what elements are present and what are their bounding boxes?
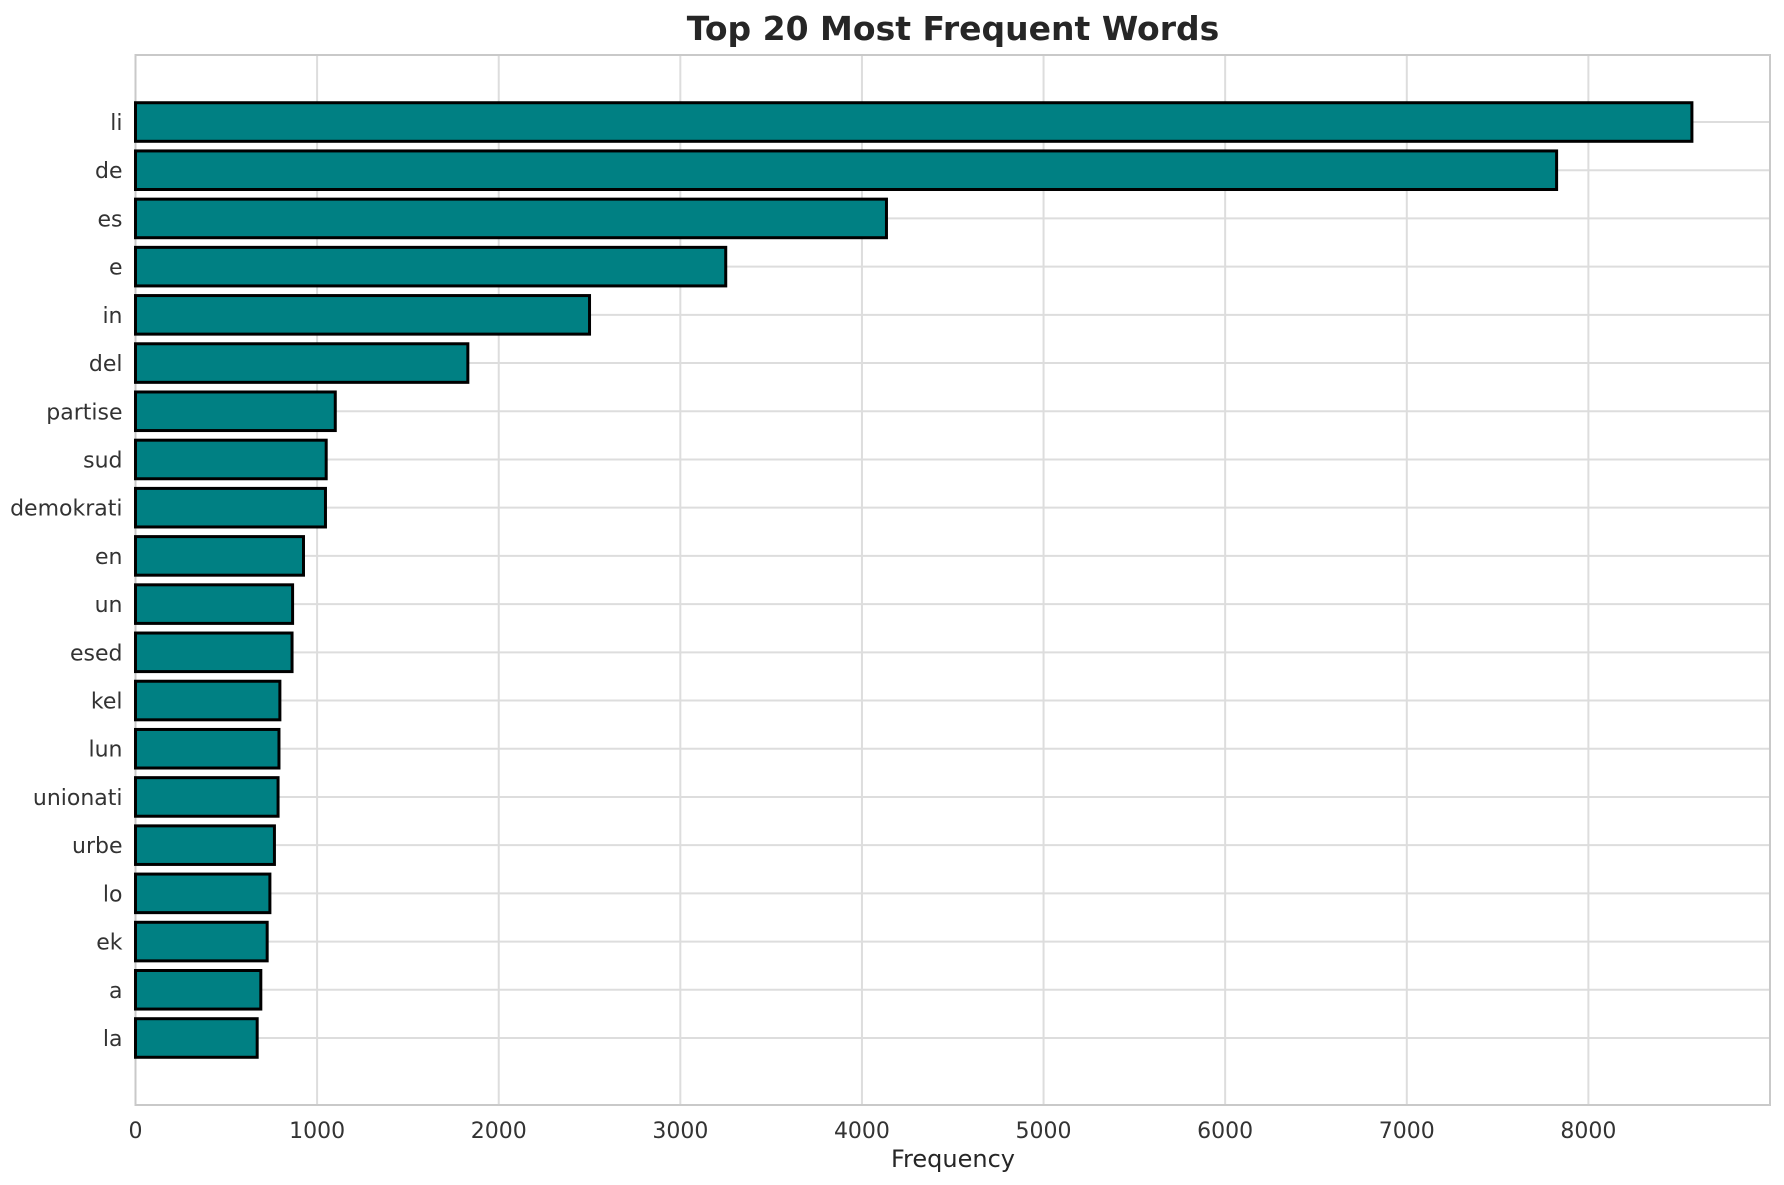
bar-urbe [134,824,276,866]
y-tick-label-lo: lo [103,882,123,907]
chart-title: Top 20 Most Frequent Words [687,9,1220,48]
bar-en [134,535,305,577]
bar-la [134,1017,259,1059]
x-tick-label-8000: 8000 [1560,1119,1616,1144]
y-tick-label-a: a [109,979,122,1004]
bar-e [134,245,728,288]
ticks-layer: 0 1000 2000 3000 4000 5000 6000 7000 8000lideese… [10,111,1616,1144]
y-tick-label-li: li [110,111,122,136]
bar-sud [134,438,328,481]
bar-partise [134,390,337,433]
x-tick-label-7000: 7000 [1379,1119,1435,1144]
bar-kel [134,679,282,722]
bar-es [134,197,888,240]
y-tick-label-un: un [95,593,123,618]
bar-li [134,101,1694,143]
x-tick-label-6000: 6000 [1197,1119,1253,1144]
y-tick-label-del: del [89,352,123,377]
x-tick-label-3000: 3000 [652,1119,708,1144]
y-tick-label-es: es [98,207,123,232]
plot-frame-border [134,54,1771,1106]
bar-lo [134,872,272,915]
bar-ek [134,920,269,963]
x-tick-label-4000: 4000 [834,1119,890,1144]
bar-lun [134,727,281,770]
y-tick-label-unionati: unionati [33,786,123,811]
y-tick-label-en: en [95,545,122,570]
bar-del [134,342,470,384]
y-tick-label-ek: ek [96,931,123,956]
bar-de [134,149,1559,192]
bar-unionati [134,776,280,818]
x-axis-title: Frequency [891,1145,1015,1173]
bar-demokrati [134,486,327,529]
y-tick-label-kel: kel [91,690,123,715]
bar-in [134,294,592,336]
bar-esed [134,631,294,674]
y-tick-label-partise: partise [46,400,122,425]
x-tick-label-1000: 1000 [289,1119,345,1144]
bars-layer [134,101,1694,1059]
y-tick-label-in: in [102,304,122,329]
y-tick-label-lun: lun [89,738,123,763]
x-tick-label-0: 0 [129,1119,143,1144]
x-tick-label-5000: 5000 [1016,1119,1072,1144]
y-tick-label-e: e [109,256,123,281]
plot-frame [134,54,1771,1106]
x-tick-label-2000: 2000 [471,1119,527,1144]
y-tick-label-urbe: urbe [72,834,123,859]
y-tick-label-sud: sud [83,448,122,473]
y-tick-label-esed: esed [70,641,123,666]
y-tick-label-demokrati: demokrati [10,497,122,522]
bar-a [134,968,263,1011]
bar-un [134,583,295,625]
y-tick-label-de: de [95,159,123,184]
y-tick-label-la: la [103,1027,123,1052]
